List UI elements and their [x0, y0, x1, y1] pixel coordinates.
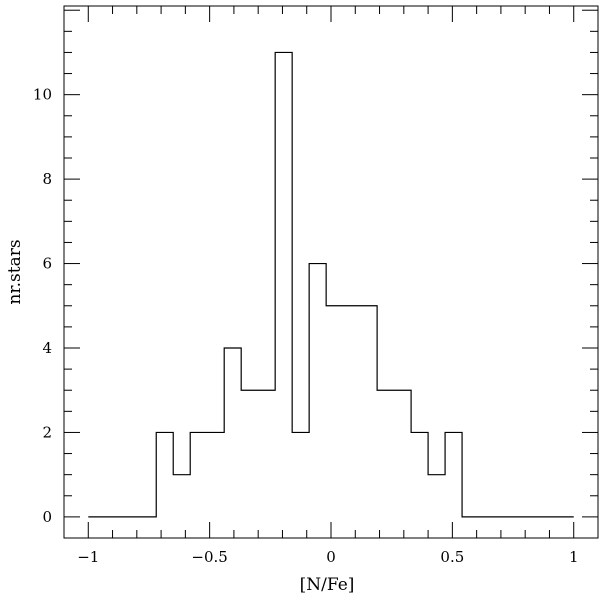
y-tick-label: 4	[42, 339, 52, 357]
x-tick-label: 0.5	[440, 548, 464, 566]
y-tick-label: 10	[33, 86, 52, 104]
y-axis-label: nr.stars	[5, 239, 25, 304]
x-tick-label: 0	[326, 548, 336, 566]
y-tick-label: 0	[42, 508, 52, 526]
x-axis-label: [N/Fe]	[300, 575, 355, 595]
x-tick-label: 1	[569, 548, 579, 566]
histogram-outline	[88, 51, 574, 518]
y-tick-label: 2	[42, 423, 52, 441]
axis-ticks	[63, 6, 599, 539]
y-tick-label: 6	[42, 255, 52, 273]
y-tick-label: 8	[42, 170, 52, 188]
x-tick-label: −1	[77, 548, 99, 566]
x-tick-label: −0.5	[191, 548, 227, 566]
plot-frame	[63, 5, 599, 539]
